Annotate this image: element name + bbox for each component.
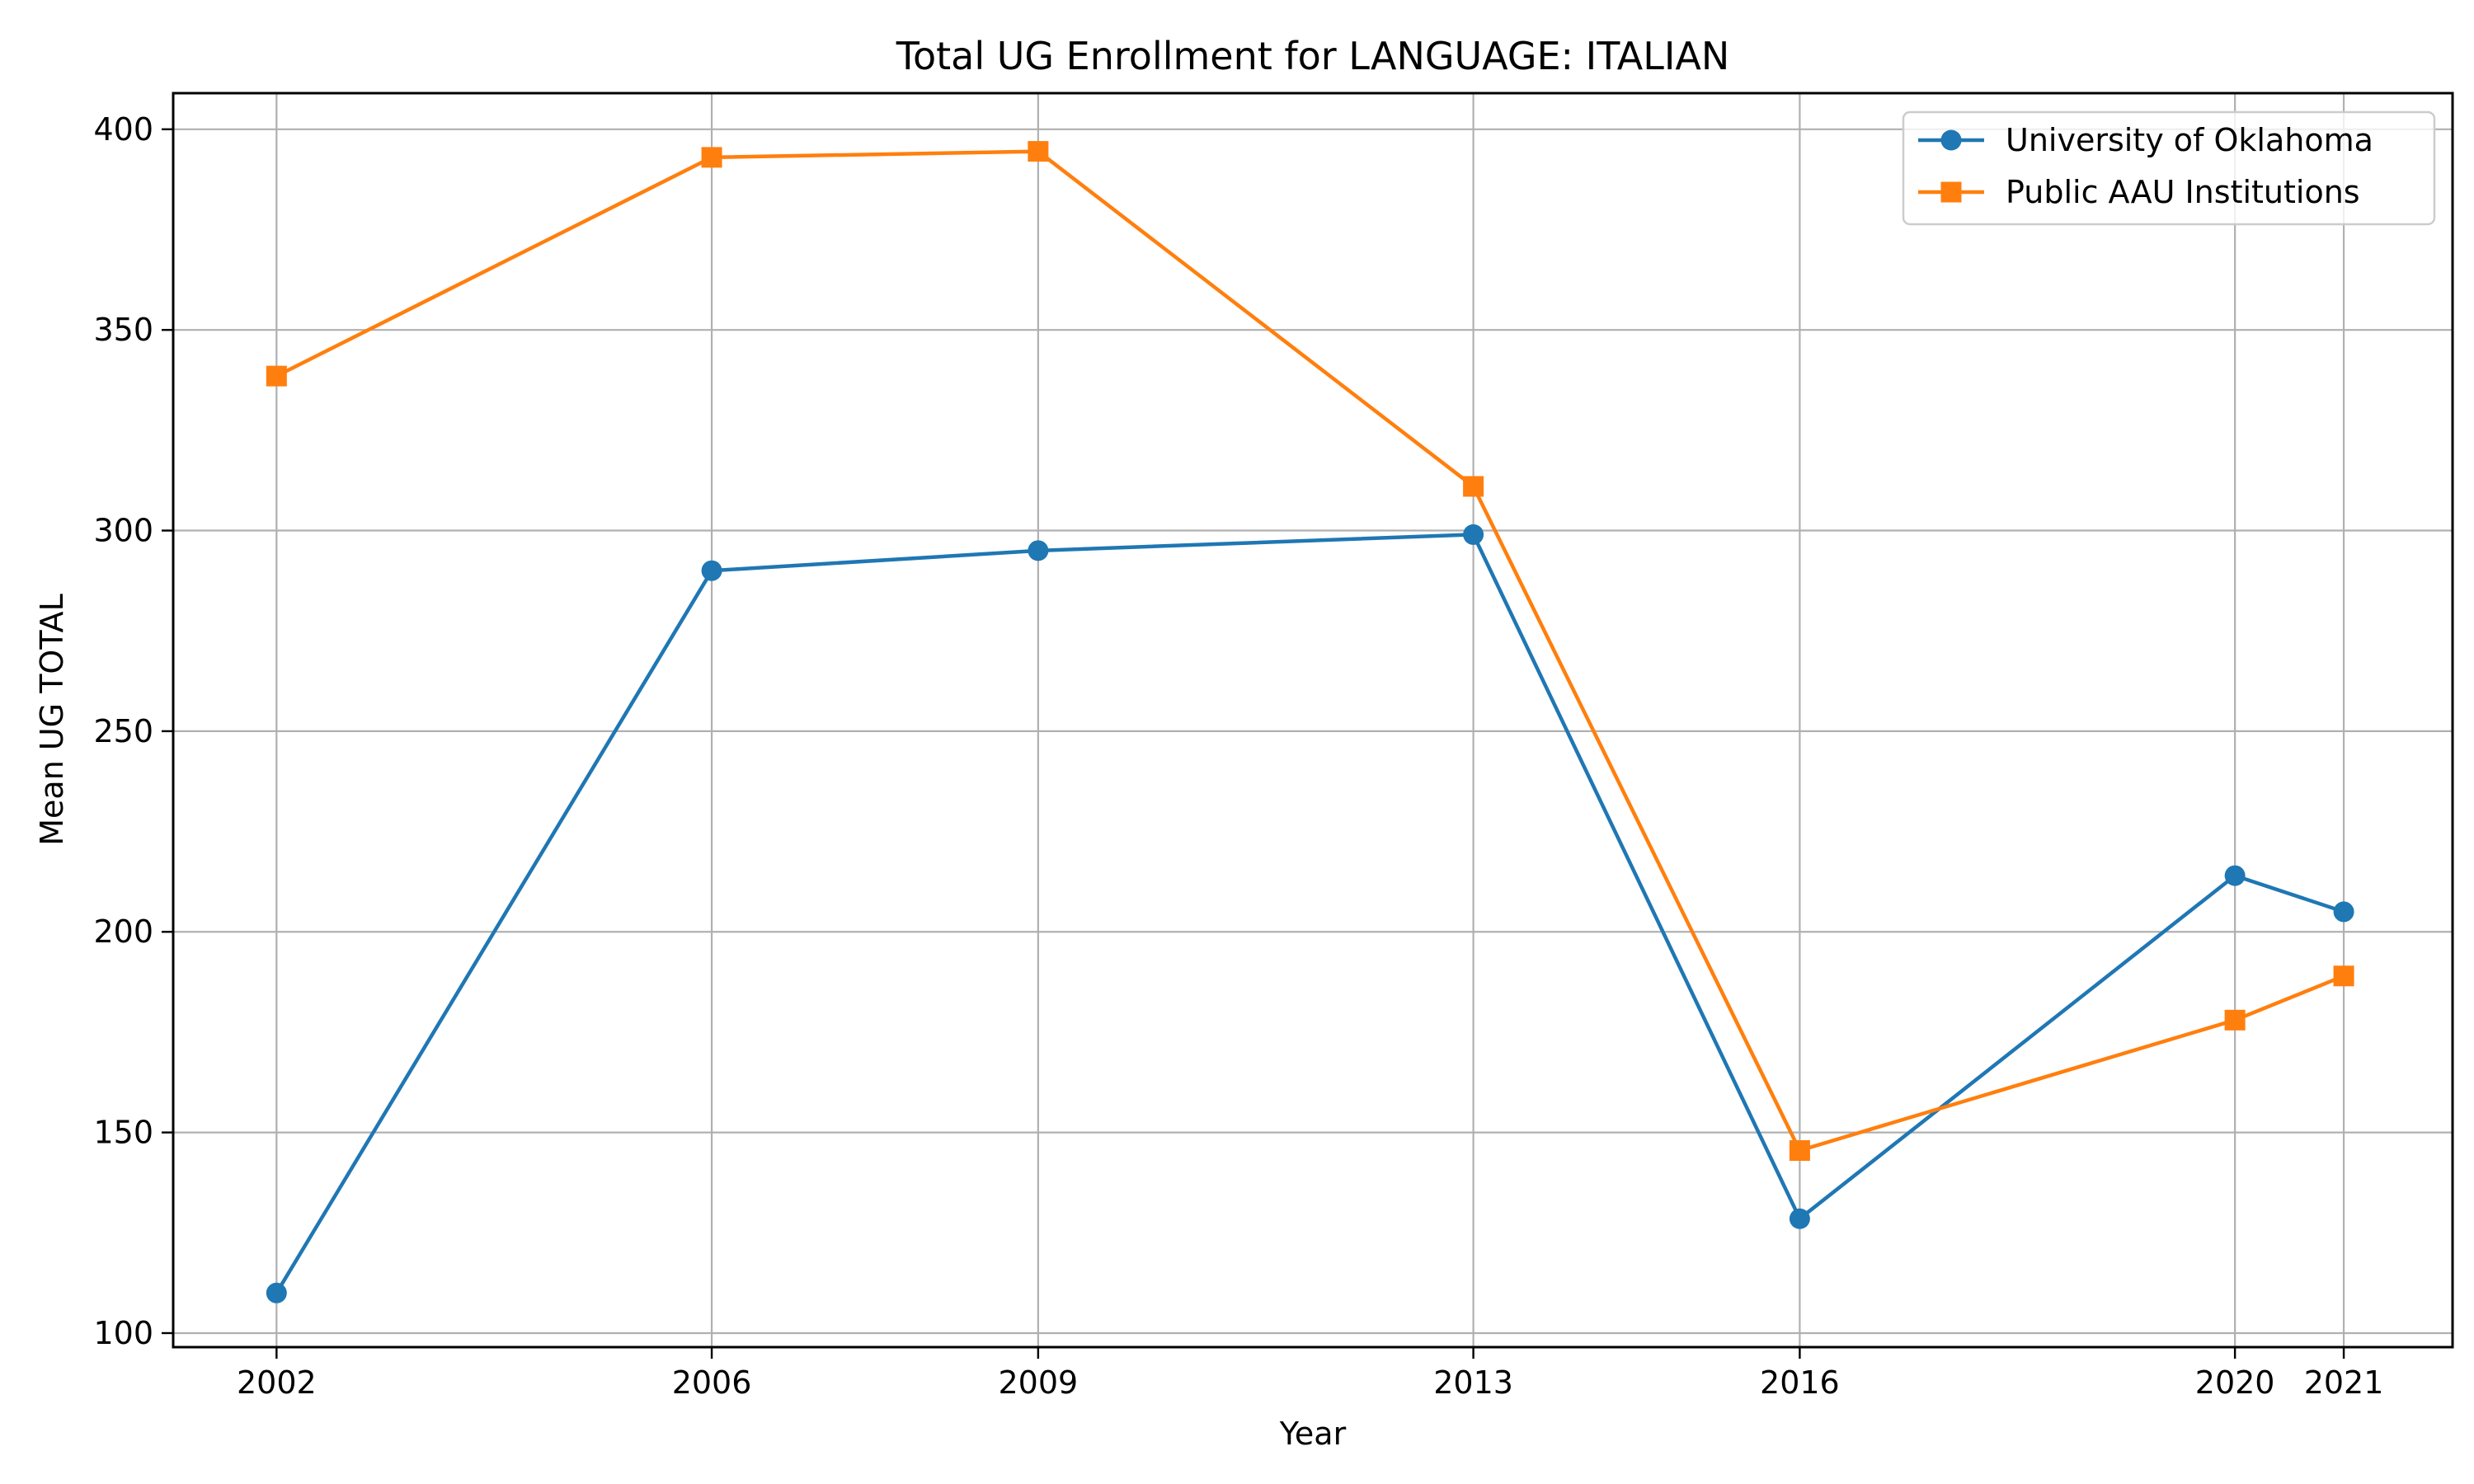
data-point bbox=[1789, 1208, 1810, 1229]
data-point bbox=[1028, 540, 1049, 561]
legend-item: University of Oklahoma bbox=[1918, 122, 2373, 158]
series-line bbox=[275, 533, 2345, 1294]
data-point bbox=[1028, 141, 1049, 162]
data-point bbox=[2224, 1009, 2246, 1031]
y-axis-label: Mean UG TOTAL bbox=[34, 594, 70, 846]
plot-series bbox=[266, 141, 2354, 1303]
series-2 bbox=[266, 141, 2354, 1162]
y-tick-label: 300 bbox=[93, 513, 153, 549]
data-point bbox=[1463, 476, 1484, 497]
gridlines bbox=[173, 93, 2453, 1347]
x-axis-label: Year bbox=[1279, 1416, 1347, 1452]
data-point bbox=[266, 365, 287, 387]
y-tick-label: 250 bbox=[93, 713, 153, 749]
legend-label: Public AAU Institutions bbox=[2006, 174, 2360, 210]
data-point bbox=[2224, 865, 2246, 886]
x-tick-label: 2016 bbox=[1760, 1364, 1840, 1401]
data-point bbox=[1789, 1140, 1810, 1162]
chart-title: Total UG Enrollment for LANGUAGE: ITALIA… bbox=[896, 34, 1730, 78]
legend: University of Oklahoma Public AAU Institu… bbox=[1902, 110, 2436, 226]
y-tick-label: 100 bbox=[93, 1315, 153, 1351]
y-axis-ticks: 100 150 200 250 300 350 400 bbox=[93, 111, 173, 1351]
data-point bbox=[1463, 524, 1484, 545]
x-tick-label: 2006 bbox=[672, 1364, 752, 1401]
y-tick-label: 400 bbox=[93, 111, 153, 148]
x-tick-label: 2009 bbox=[999, 1364, 1079, 1401]
series-line bbox=[275, 149, 2345, 1153]
x-tick-label: 2002 bbox=[237, 1364, 317, 1401]
x-axis-ticks: 2002 2006 2009 2013 2016 2020 2021 bbox=[237, 1347, 2383, 1401]
data-point bbox=[266, 1282, 287, 1303]
legend-item: Public AAU Institutions bbox=[1918, 174, 2360, 210]
y-tick-label: 200 bbox=[93, 913, 153, 950]
data-point bbox=[701, 560, 722, 581]
plot-frame bbox=[172, 92, 2454, 1349]
y-tick-label: 150 bbox=[93, 1115, 153, 1151]
x-tick-label: 2021 bbox=[2304, 1364, 2384, 1401]
y-tick-label: 350 bbox=[93, 312, 153, 348]
x-tick-label: 2013 bbox=[1433, 1364, 1513, 1401]
x-tick-label: 2020 bbox=[2195, 1364, 2275, 1401]
legend-marker bbox=[1940, 181, 1962, 203]
data-point bbox=[701, 147, 722, 168]
legend-label: University of Oklahoma bbox=[2006, 122, 2373, 158]
data-point bbox=[2333, 901, 2354, 923]
data-point bbox=[2333, 965, 2354, 987]
legend-box bbox=[1902, 110, 2436, 226]
series-1 bbox=[266, 524, 2354, 1303]
legend-marker bbox=[1940, 129, 1962, 151]
